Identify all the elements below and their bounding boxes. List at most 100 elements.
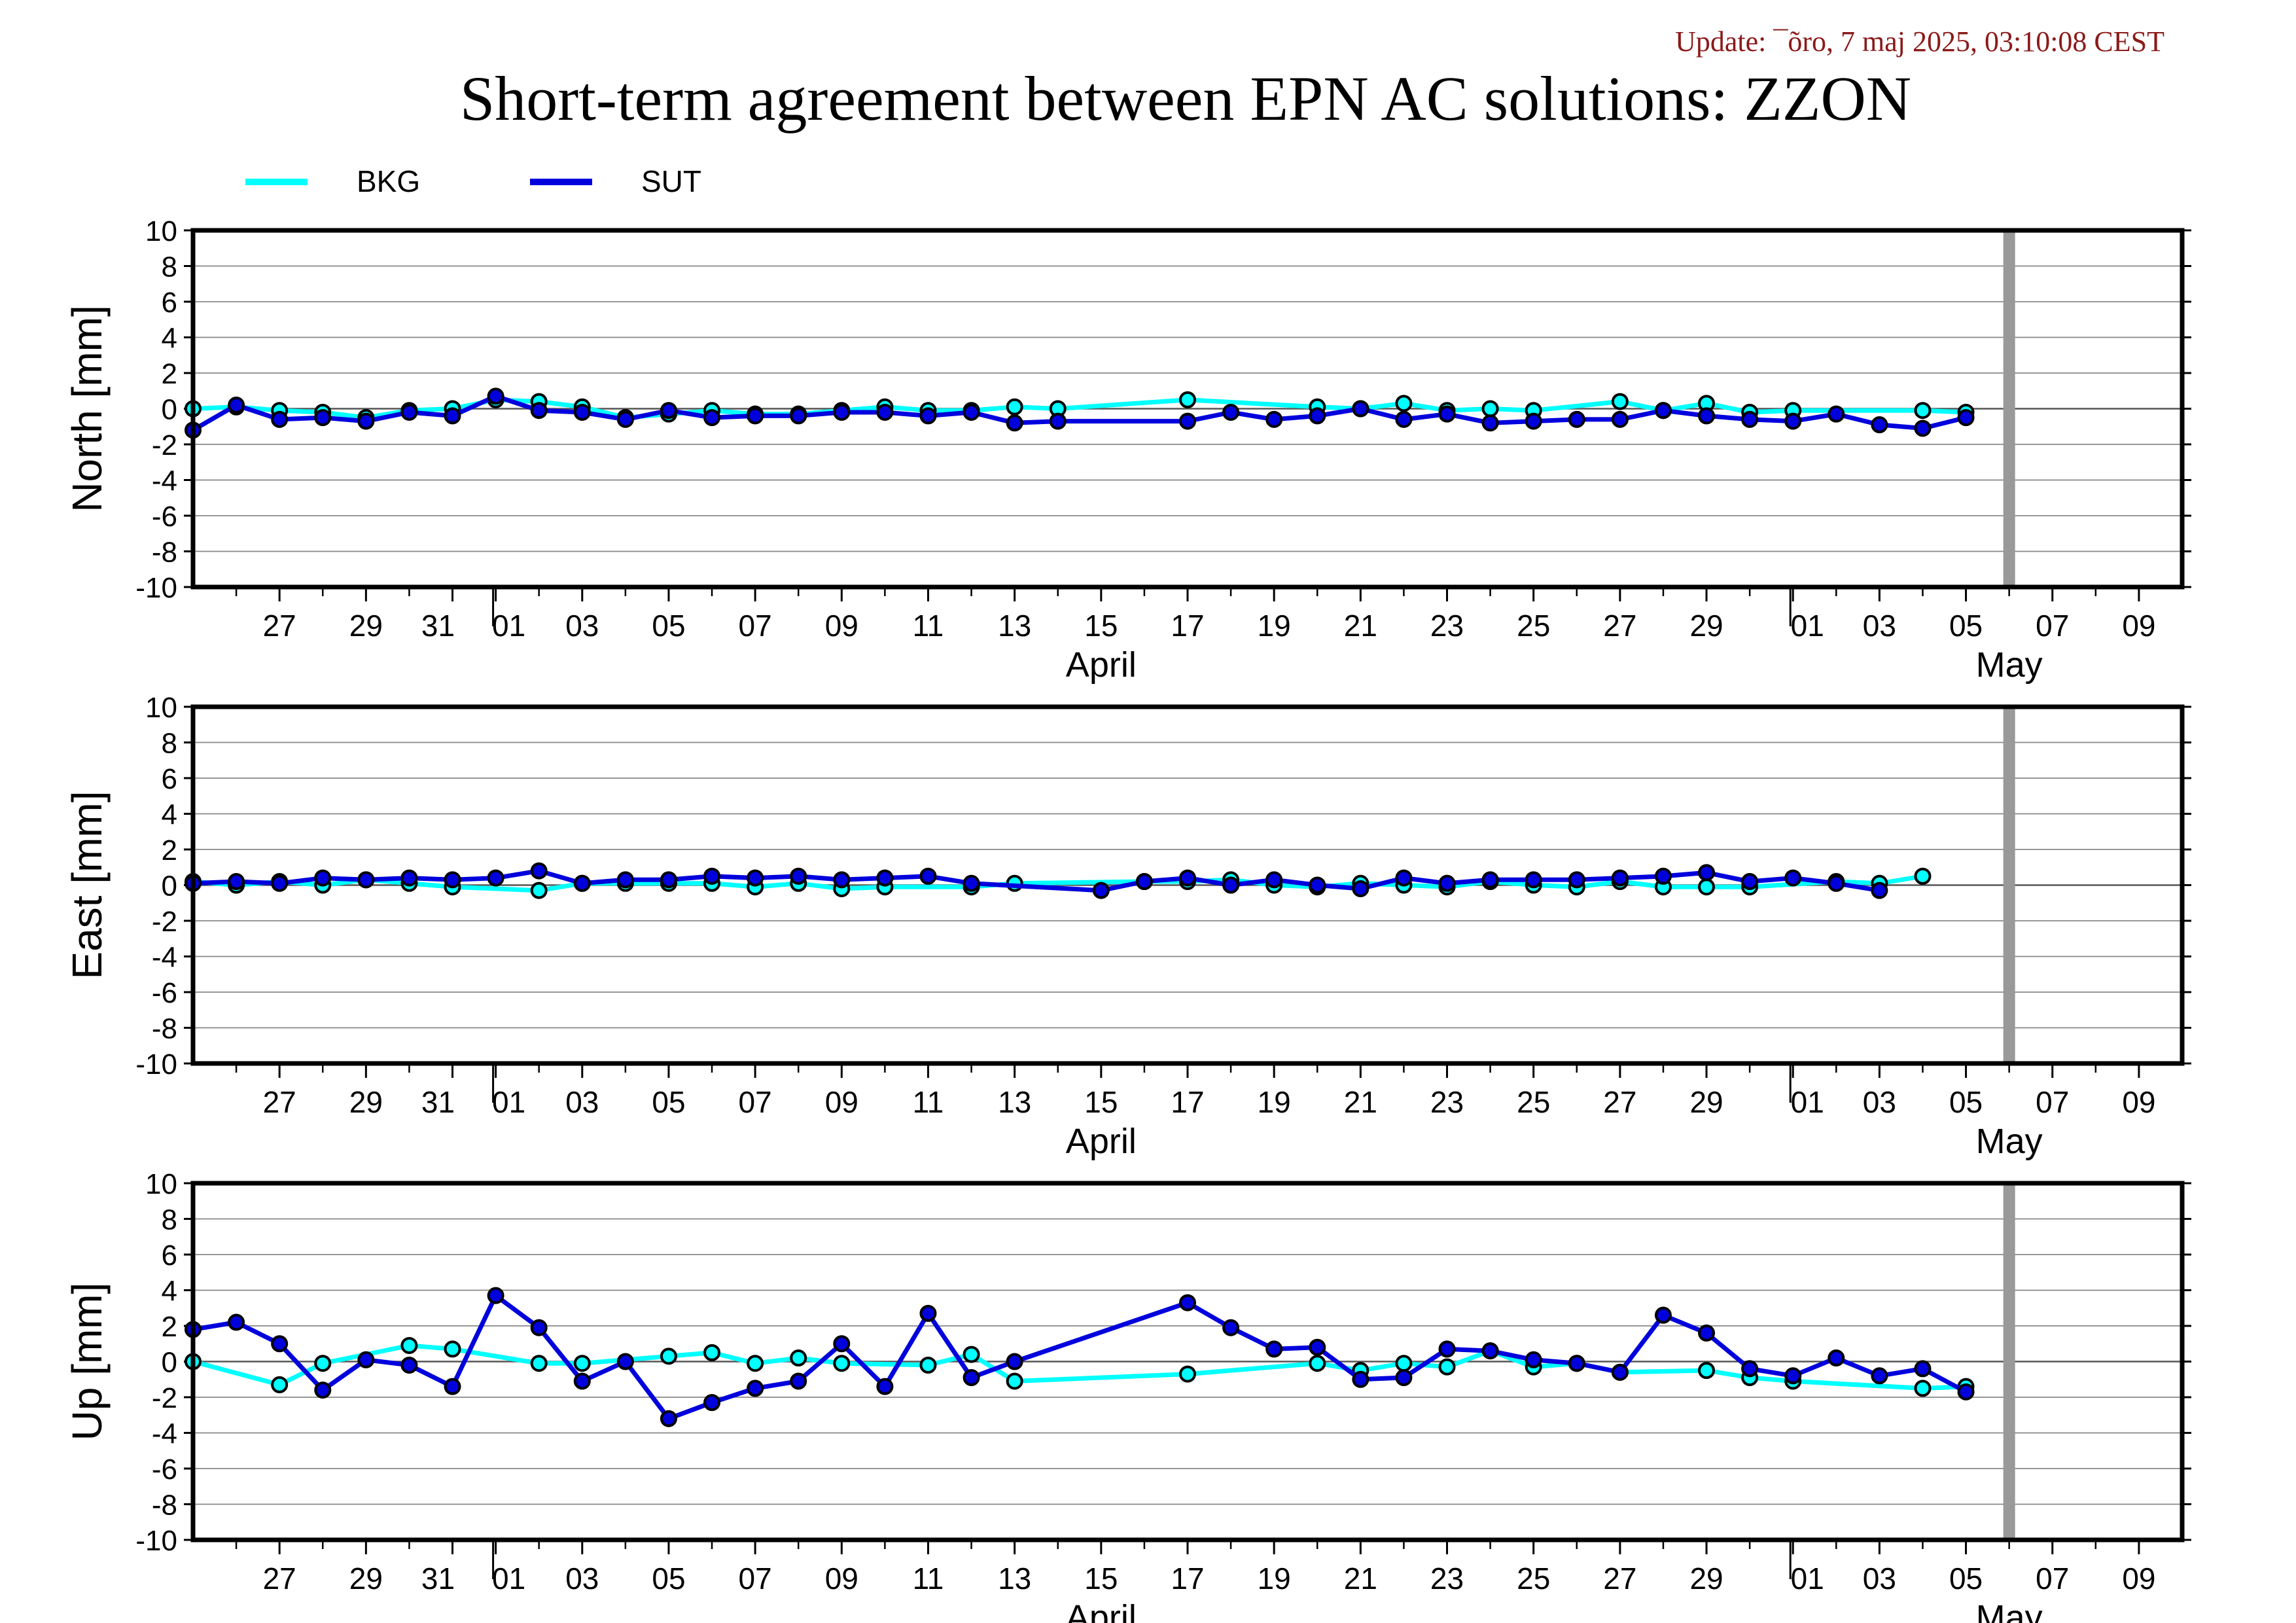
y-tick-label: -6 (152, 1454, 177, 1486)
data-point-bkg (314, 1355, 332, 1372)
data-point-sut (963, 403, 980, 421)
data-point-bkg (1309, 1355, 1326, 1372)
data-point-sut (833, 871, 851, 889)
data-point-sut (1179, 869, 1196, 887)
panel-0: 10 8 6 42 0-2 -4 -6 -8-10 27 29 31 01 03 05 07 09 11 13 15… (63, 215, 2191, 685)
x-tick-label: 13 (998, 1561, 1031, 1596)
y-axis-label: Up [mm] (63, 1283, 111, 1441)
data-point-sut (487, 387, 504, 405)
x-tick-label: 17 (1171, 1561, 1204, 1596)
data-point-sut (444, 407, 461, 425)
data-point-sut (660, 402, 677, 419)
data-point-sut (1265, 410, 1283, 428)
data-point-sut (228, 397, 245, 414)
x-tick-label: 07 (739, 1085, 772, 1119)
data-point-sut (876, 869, 894, 887)
y-tick-label: 10 (145, 215, 177, 247)
data-point-sut (1914, 1360, 1932, 1378)
x-tick-label: 03 (1863, 1085, 1896, 1119)
data-point-sut (1957, 409, 1975, 427)
y-axis-label: North [mm] (63, 305, 111, 512)
y-tick-label: -4 (152, 1418, 177, 1450)
data-point-bkg (1914, 1380, 1932, 1397)
data-point-sut (1222, 876, 1240, 894)
data-point-sut (1698, 1324, 1716, 1342)
x-tick-label: 27 (263, 609, 296, 643)
x-tick-label: 05 (1949, 1561, 1983, 1596)
data-point-sut (790, 867, 807, 885)
x-tick-label: 15 (1084, 609, 1118, 643)
x-tick-label: 27 (1603, 1085, 1636, 1119)
y-tick-label: 4 (162, 323, 177, 355)
data-point-sut (1568, 871, 1585, 889)
data-point-bkg (530, 882, 548, 899)
y-tick-label: 0 (162, 870, 177, 902)
x-tick-label: 01 (492, 1561, 525, 1596)
x-tick-label: 29 (349, 1561, 383, 1596)
x-tick-label: 07 (2036, 1085, 2069, 1119)
legend-label-bkg: BKG (357, 164, 420, 198)
x-tick-label: 21 (1344, 609, 1377, 643)
data-point-sut (1395, 1369, 1413, 1387)
data-point-sut (1871, 882, 1888, 899)
x-tick-label: 09 (825, 609, 858, 643)
data-point-sut (1049, 412, 1067, 430)
data-point-sut (1006, 1353, 1023, 1370)
data-point-bkg (444, 1340, 461, 1358)
panel-frame (190, 1181, 2185, 1543)
data-point-sut (963, 874, 980, 892)
data-point-bkg (1698, 878, 1716, 896)
data-point-sut (703, 1394, 721, 1412)
data-point-sut (1481, 1342, 1499, 1360)
data-point-sut (616, 410, 634, 428)
data-point-sut (1611, 869, 1629, 887)
data-point-sut (1784, 1367, 1802, 1385)
x-tick-label: 31 (421, 1085, 455, 1119)
data-point-bkg (1698, 1362, 1716, 1380)
y-tick-label: 2 (162, 358, 177, 390)
data-point-sut (1438, 405, 1456, 423)
data-point-sut (228, 873, 245, 891)
data-point-sut (1395, 410, 1413, 428)
data-point-sut (573, 1372, 591, 1390)
month-label: April (1066, 1122, 1137, 1161)
x-tick-label: 19 (1258, 609, 1291, 643)
x-tick-label: 09 (825, 1561, 858, 1596)
data-point-sut (400, 403, 418, 421)
data-point-bkg (530, 1355, 548, 1372)
y-tick-label: 6 (162, 763, 177, 795)
x-tick-label: 27 (263, 1085, 296, 1119)
y-tick-label: 8 (162, 728, 177, 760)
y-tick-label: 4 (162, 799, 177, 831)
x-tick-label: 29 (349, 609, 383, 643)
x-tick-label: 29 (349, 1085, 383, 1119)
x-tick-label: 19 (1258, 1561, 1291, 1596)
month-label: May (1976, 645, 2043, 685)
data-point-sut (1309, 407, 1326, 425)
y-tick-label: 0 (162, 394, 177, 426)
chart-title: Short-term agreement between EPN AC solu… (460, 63, 1911, 134)
x-tick-label: 03 (1863, 609, 1896, 643)
data-point-sut (1654, 1306, 1672, 1324)
month-label: April (1066, 1598, 1137, 1623)
data-point-bkg (271, 1376, 289, 1393)
data-point-sut (1654, 867, 1672, 885)
y-tick-label: 10 (145, 692, 177, 724)
x-tick-label: 23 (1430, 1561, 1464, 1596)
data-point-sut (919, 1304, 937, 1322)
data-point-bkg (833, 1355, 851, 1372)
x-tick-label: 05 (652, 1085, 685, 1119)
data-point-sut (357, 1351, 375, 1368)
data-point-sut (790, 1372, 807, 1390)
x-tick-label: 01 (492, 609, 525, 643)
data-point-sut (876, 403, 894, 421)
data-point-sut (487, 1287, 504, 1304)
x-tick-label: 07 (739, 609, 772, 643)
x-tick-label: 03 (565, 1085, 599, 1119)
y-tick-label: -10 (135, 1525, 177, 1557)
x-tick-label: 17 (1171, 609, 1204, 643)
data-point-sut (1481, 414, 1499, 432)
y-tick-label: -10 (135, 1048, 177, 1080)
x-tick-label: 09 (2122, 1085, 2155, 1119)
